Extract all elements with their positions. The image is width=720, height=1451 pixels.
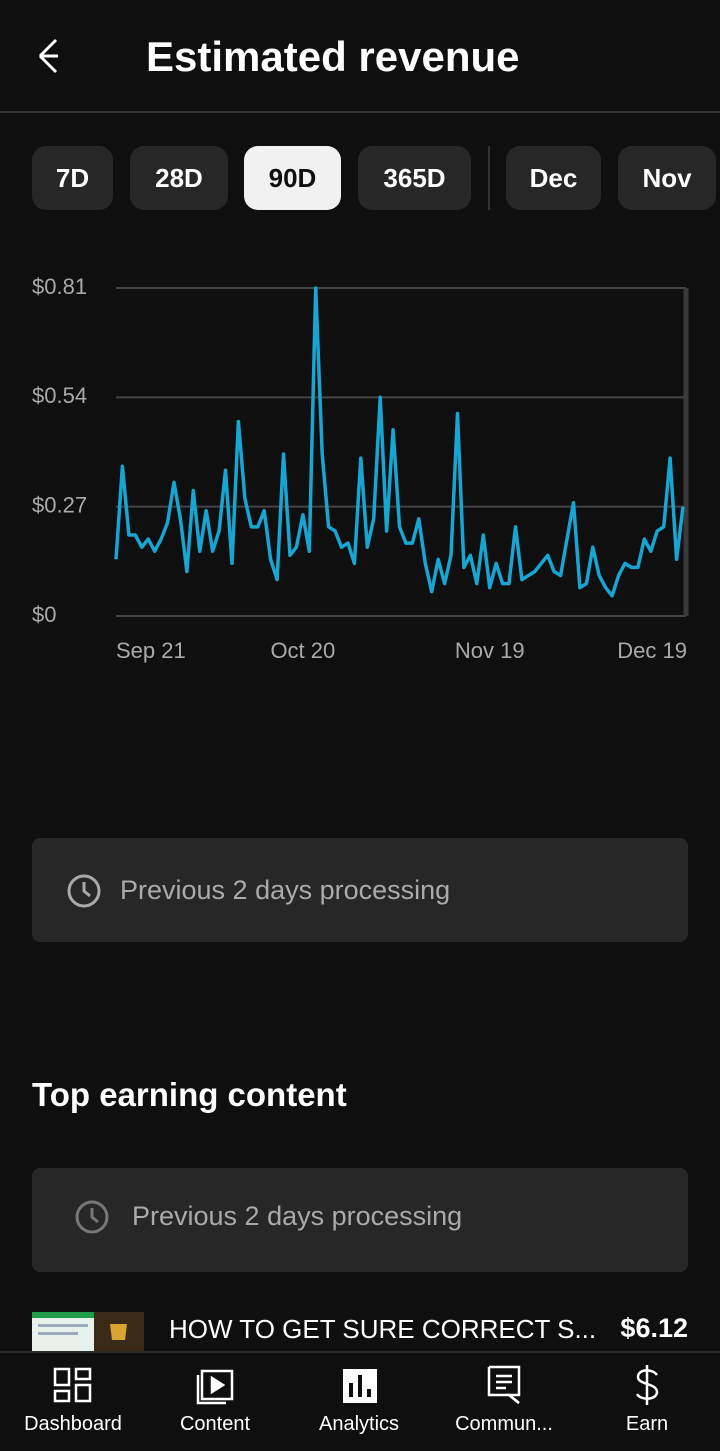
- nav-label[interactable]: Dashboard: [24, 1413, 122, 1435]
- nav-icons: [53, 1365, 659, 1405]
- tab[interactable]: 365D: [358, 146, 471, 210]
- dashboard-icon[interactable]: [53, 1367, 92, 1403]
- tab-divider: [488, 146, 490, 210]
- tab-selected[interactable]: 90D: [244, 146, 341, 210]
- x-tick-label: Nov 19: [455, 638, 525, 663]
- content-icon[interactable]: [196, 1369, 234, 1405]
- analytics-icon[interactable]: [343, 1369, 377, 1403]
- tab[interactable]: Nov: [618, 146, 716, 210]
- nav-label[interactable]: Earn: [625, 1413, 669, 1435]
- clock-icon: [67, 874, 101, 908]
- y-tick-label: $0: [32, 602, 56, 627]
- tab[interactable]: Dec: [506, 146, 601, 210]
- nav-label[interactable]: Analytics: [318, 1413, 400, 1435]
- x-tick-label: Sep 21: [116, 638, 186, 663]
- x-tick-label: Dec 19: [617, 638, 687, 663]
- line-series: [114, 286, 685, 598]
- page-title: Estimated revenue: [146, 33, 520, 80]
- section-title: Top earning content: [32, 1076, 347, 1113]
- x-tick-label: Oct 20: [270, 638, 335, 663]
- tab[interactable]: 28D: [130, 146, 228, 210]
- y-tick-label: $0.27: [32, 492, 87, 517]
- y-tick-label: $0.81: [32, 274, 87, 299]
- clock-icon: [75, 1200, 109, 1234]
- notice-box: Previous 2 days processing: [32, 838, 688, 942]
- thumbnail[interactable]: [32, 1312, 144, 1352]
- chart: $0 $0.27 $0.54 $0.81 Sep 21 Oct 20 Nov 19 Dec 1…: [32, 38, 689, 663]
- tab[interactable]: 7D: [32, 146, 113, 210]
- nav-label[interactable]: Commun...: [455, 1413, 553, 1435]
- notice-text: Previous 2 days processing: [132, 1201, 463, 1231]
- content-revenue: $6.12: [620, 1313, 688, 1343]
- notice-box: Previous 2 days processing: [32, 1168, 688, 1272]
- notice-text: Previous 2 days processing: [120, 875, 451, 905]
- community-icon[interactable]: [487, 1365, 521, 1404]
- y-tick-label: $0.54: [32, 383, 87, 408]
- nav-label[interactable]: Content: [179, 1413, 251, 1435]
- header-divider: [0, 111, 720, 113]
- content-title[interactable]: HOW TO GET SURE CORRECT S...: [169, 1314, 597, 1344]
- earn-icon[interactable]: [635, 1365, 659, 1405]
- back-arrow[interactable]: [38, 38, 58, 74]
- bottom-nav: Dashboard Content Analytics Commun... Ea…: [0, 1351, 720, 1451]
